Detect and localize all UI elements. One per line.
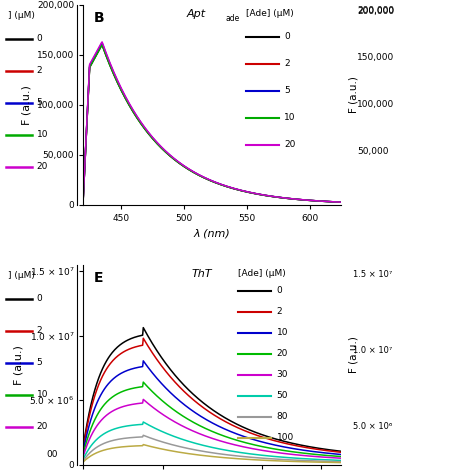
Text: 10: 10 [277,328,288,337]
Text: B: B [93,11,104,25]
Text: ] (μM): ] (μM) [9,271,35,280]
Text: 100: 100 [277,433,294,442]
Text: 50,000: 50,000 [357,147,388,156]
Text: 2: 2 [36,66,42,75]
X-axis label: λ (nm): λ (nm) [194,228,230,238]
Text: ] (μM): ] (μM) [9,11,35,20]
Text: 5.0 × 10⁶: 5.0 × 10⁶ [353,422,392,431]
Text: ThT: ThT [191,269,212,279]
Text: 80: 80 [277,412,288,421]
Y-axis label: F (a.u.): F (a.u.) [21,85,31,125]
Text: 10: 10 [284,113,296,122]
Text: 00: 00 [46,449,57,458]
Text: 0: 0 [277,286,283,295]
Text: [Ade] (μM): [Ade] (μM) [238,269,286,278]
Text: F (a.u.): F (a.u.) [348,336,358,373]
Text: 5: 5 [284,86,290,95]
Text: 50: 50 [277,391,288,400]
Text: 20: 20 [36,422,48,431]
Text: 20: 20 [36,162,48,171]
Text: 20: 20 [284,140,296,149]
Text: F (a.u.): F (a.u.) [348,76,358,113]
Text: 20: 20 [277,349,288,358]
Text: 5: 5 [36,358,42,367]
Text: 2: 2 [277,307,282,316]
Text: 1.0 × 10⁷: 1.0 × 10⁷ [353,346,392,355]
Text: 0: 0 [36,294,42,303]
Text: Apt: Apt [186,9,205,19]
Text: 2: 2 [36,326,42,335]
Text: 150,000: 150,000 [357,53,394,62]
Text: 5: 5 [36,98,42,107]
Text: 10: 10 [36,390,48,399]
Text: 100,000: 100,000 [357,100,394,109]
Text: 0: 0 [36,34,42,43]
Text: [Ade] (μM): [Ade] (μM) [246,9,293,18]
Text: 200,000: 200,000 [357,6,394,15]
Text: 10: 10 [36,130,48,139]
Y-axis label: F (a.u.): F (a.u.) [14,345,24,384]
Text: 200,000: 200,000 [357,7,394,16]
Text: 2: 2 [284,59,290,68]
Text: 30: 30 [277,370,288,379]
Text: 0: 0 [284,32,290,41]
Text: ade: ade [225,14,239,23]
Text: E: E [93,271,103,284]
Text: 1.5 × 10⁷: 1.5 × 10⁷ [353,270,392,279]
